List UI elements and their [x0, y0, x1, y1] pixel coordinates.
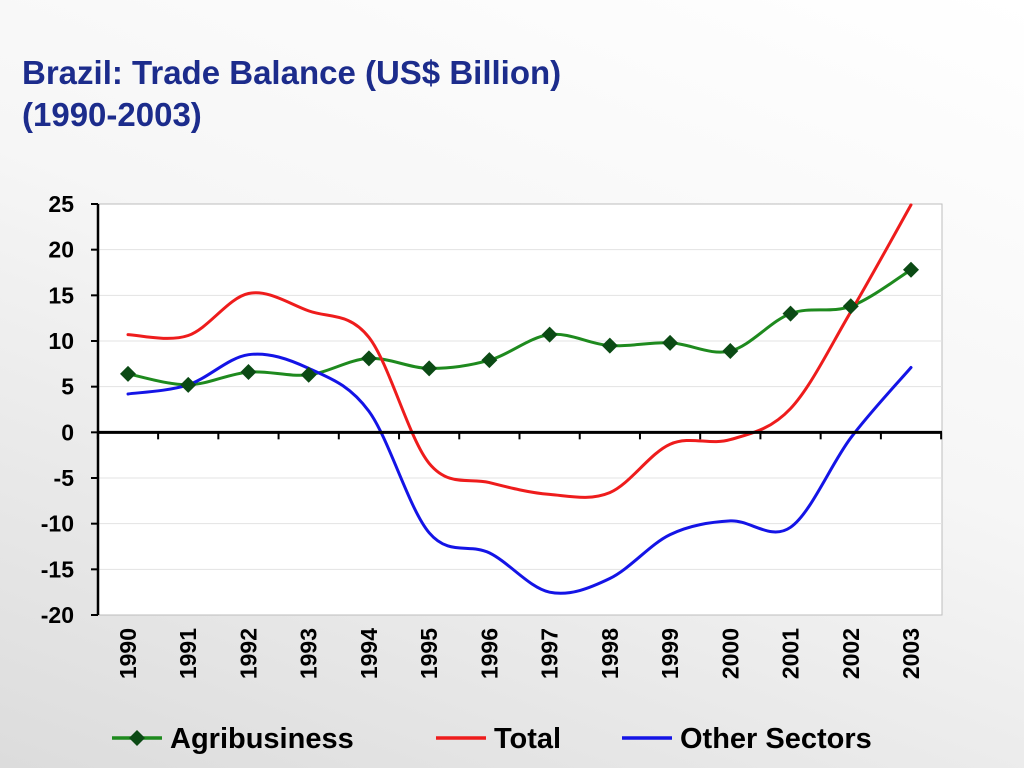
- data-point-agribusiness: [481, 352, 498, 369]
- y-tick-label: -20: [41, 602, 74, 628]
- legend-item-other-sectors: Other Sectors: [622, 723, 872, 755]
- x-tick-labels: 1990 1991 1992 1993 1994 1995 1996 1997 1998 1999…: [115, 628, 924, 679]
- series-line-other-sectors: [126, 352, 913, 595]
- series-line-total: [126, 203, 913, 499]
- y-tick-label: 20: [48, 237, 74, 263]
- x-tick-label: 1998: [597, 628, 623, 679]
- data-point-agribusiness: [662, 334, 679, 351]
- legend-item-agribusiness: Agribusiness: [112, 723, 354, 755]
- legend-label: Other Sectors: [680, 723, 872, 755]
- x-tick-label: 1999: [657, 628, 683, 679]
- x-tick-label: 1990: [115, 628, 141, 679]
- x-tick-label: 2001: [778, 628, 804, 679]
- x-tick-label: 2002: [838, 628, 864, 679]
- data-point-agribusiness: [722, 343, 739, 360]
- legend-marker: [129, 730, 145, 746]
- axes: [91, 203, 943, 616]
- x-tick-label: 2000: [717, 628, 743, 679]
- data-point-agribusiness: [782, 305, 799, 322]
- data-point-agribusiness: [240, 364, 257, 381]
- y-tick-label: 5: [61, 374, 74, 400]
- series-markers: [120, 261, 919, 393]
- data-point-agribusiness: [903, 261, 919, 278]
- data-point-agribusiness: [601, 337, 618, 354]
- data-point-agribusiness: [421, 360, 438, 377]
- data-point-agribusiness: [360, 350, 377, 367]
- x-tick-label: 1993: [296, 628, 322, 679]
- y-tick-label: 10: [48, 328, 74, 354]
- x-tick-label: 1995: [416, 628, 442, 679]
- x-tick-label: 1992: [235, 628, 261, 679]
- legend-item-total: Total: [436, 723, 561, 755]
- y-tick-label: -5: [54, 465, 75, 491]
- x-tick-label: 1994: [356, 628, 382, 679]
- y-tick-label: -15: [41, 556, 74, 582]
- plot-area: [97, 203, 943, 616]
- data-point-agribusiness: [842, 298, 859, 315]
- y-tick-labels: 25 20 15 10 5 0 -5 -10 -15 -20: [41, 191, 74, 628]
- y-tick-label: 25: [48, 191, 74, 217]
- legend-label: Total: [494, 723, 561, 755]
- legend: Agribusiness Total Other Sectors: [112, 723, 872, 755]
- data-point-agribusiness: [180, 376, 197, 393]
- data-point-agribusiness: [300, 366, 317, 383]
- y-tick-label: 15: [48, 282, 74, 308]
- chart-title: Brazil: Trade Balance (US$ Billion) (199…: [22, 52, 561, 136]
- y-tick-label: -10: [41, 511, 74, 537]
- x-tick-label: 2003: [898, 628, 924, 679]
- chart-title-line2: (1990-2003): [22, 96, 202, 133]
- data-point-agribusiness: [541, 326, 558, 343]
- data-point-agribusiness: [120, 365, 136, 382]
- x-tick-label: 1996: [476, 628, 502, 679]
- legend-label: Agribusiness: [170, 723, 354, 755]
- chart-title-line1: Brazil: Trade Balance (US$ Billion): [22, 54, 562, 91]
- x-tick-label: 1991: [175, 628, 201, 679]
- gridlines: [98, 249, 942, 570]
- x-tick-label: 1997: [537, 628, 563, 679]
- y-tick-label: 0: [61, 419, 74, 445]
